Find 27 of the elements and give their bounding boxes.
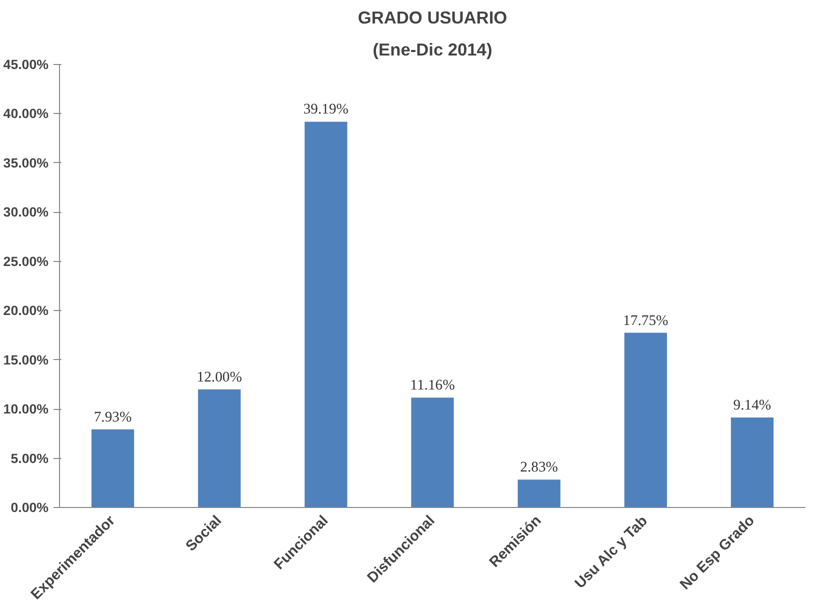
data-label: 17.75% [623,312,668,329]
y-tick-label: 10.00% [3,402,49,417]
bar [518,480,560,508]
bar [304,122,348,508]
y-tick-label: 45.00% [3,57,49,72]
bar [624,332,667,508]
y-tick-label: 35.00% [3,155,49,170]
y-tick-label: 5.00% [10,450,49,466]
chart-title: GRADO USUARIO [358,8,508,28]
data-label: 7.93% [94,409,132,426]
y-tick-label: 0.00% [10,500,49,515]
y-tick-label: 40.00% [3,106,49,122]
x-tick-label: Usu Alc y Tab [572,513,651,592]
bar [91,429,134,508]
data-label: 39.19% [303,102,349,118]
y-tick-label: 30.00% [3,204,49,220]
bar [411,398,454,508]
bar [198,389,241,508]
y-tick-label: 20.00% [3,303,49,318]
y-tick-label: 15.00% [3,352,49,368]
data-label: 12.00% [196,369,242,386]
bar [730,418,774,508]
chart-subtitle: (Ene-Dic 2014) [372,40,492,60]
data-label: 2.83% [520,460,558,476]
data-label: 11.16% [410,378,455,394]
y-tick-label: 25.00% [3,254,49,269]
data-label: 9.14% [733,398,772,414]
